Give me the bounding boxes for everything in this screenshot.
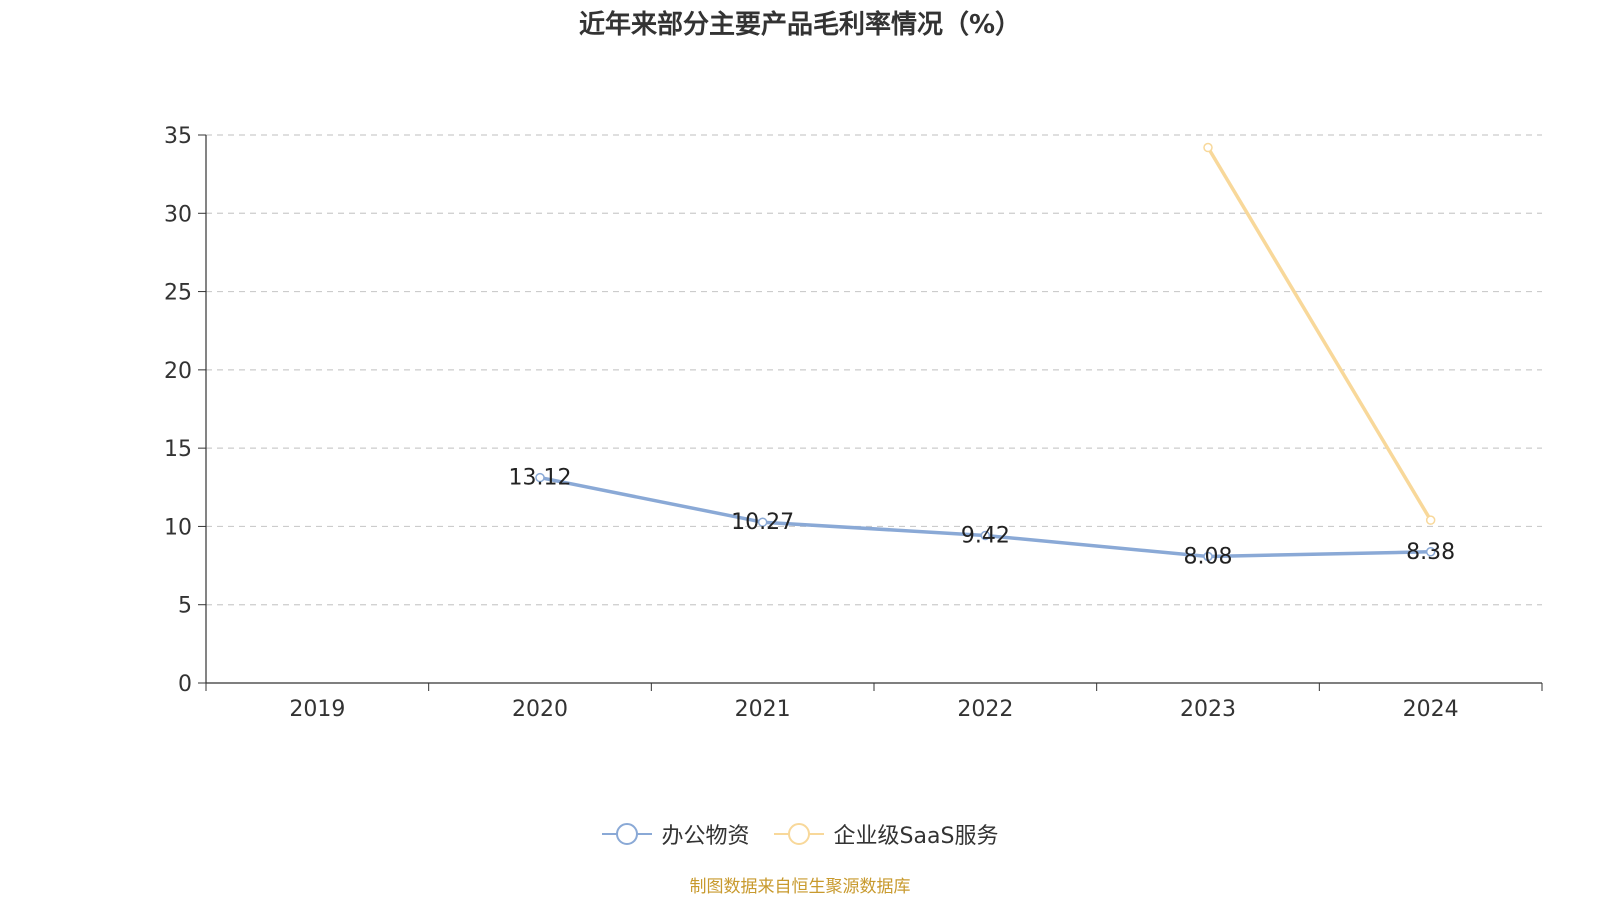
source-footer: 制图数据来自恒生聚源数据库 [689, 877, 911, 897]
series-line-1 [1206, 146, 1433, 522]
legend-label: 企业级SaaS服务 [833, 824, 999, 849]
legend-label: 办公物资 [661, 824, 750, 849]
x-tick-label: 2019 [289, 697, 345, 722]
legend-item-series-0[interactable]: 办公物资 [601, 818, 750, 850]
legend: 办公物资 企业级SaaS服务 [0, 818, 1600, 850]
x-tick-label: 2020 [512, 697, 568, 722]
x-tick-label: 2024 [1403, 697, 1459, 722]
x-tick-label: 2021 [735, 697, 791, 722]
y-tick-label: 35 [164, 124, 192, 149]
y-tick-label: 20 [164, 359, 192, 384]
y-tick-label: 10 [164, 515, 192, 540]
y-tick-label: 25 [164, 281, 192, 306]
y-tick-label: 15 [164, 437, 192, 462]
data-label: 13.12 [509, 466, 572, 491]
legend-item-series-1[interactable]: 企业级SaaS服务 [773, 818, 999, 850]
data-point [980, 530, 991, 541]
data-point [1203, 142, 1213, 153]
data-label: 10.27 [731, 510, 794, 535]
x-tick-label: 2023 [1180, 697, 1236, 722]
data-label: 8.08 [1184, 544, 1233, 569]
legend-marker-icon [601, 823, 652, 845]
y-tick-label: 5 [178, 594, 192, 619]
y-tick-label: 30 [164, 202, 192, 227]
data-point [1203, 551, 1213, 562]
data-point [535, 472, 545, 483]
data-point [757, 517, 768, 527]
data-point [1425, 515, 1436, 525]
legend-marker-icon [773, 823, 824, 845]
x-tick-label: 2022 [957, 697, 1013, 722]
data-label: 9.42 [961, 524, 1010, 549]
data-point [1425, 547, 1436, 557]
chart-title: 近年来部分主要产品毛利率情况（%） [578, 10, 1022, 40]
data-label: 8.38 [1406, 540, 1455, 565]
y-tick-label: 0 [178, 672, 192, 697]
